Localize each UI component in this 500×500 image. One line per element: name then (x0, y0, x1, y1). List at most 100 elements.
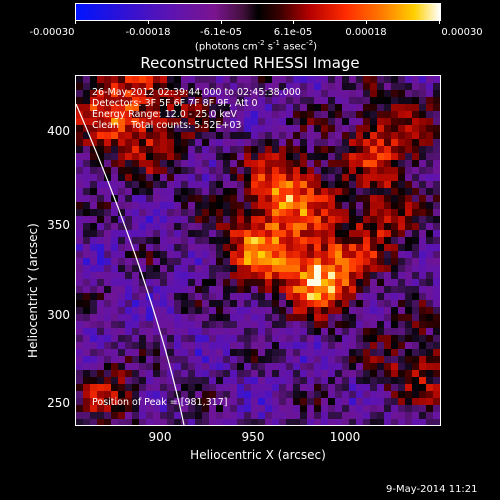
image-pixel (76, 398, 84, 406)
image-pixel (132, 195, 140, 203)
image-pixel (188, 328, 196, 336)
image-pixel (293, 90, 301, 98)
image-pixel (111, 314, 119, 322)
image-pixel (174, 349, 182, 357)
image-pixel (153, 349, 161, 357)
image-pixel (398, 321, 406, 329)
image-pixel (202, 377, 210, 385)
image-pixel (97, 97, 105, 105)
image-pixel (286, 125, 294, 133)
image-pixel (160, 188, 168, 196)
image-pixel (293, 279, 301, 287)
image-pixel (90, 321, 98, 329)
image-pixel (265, 398, 273, 406)
image-pixel (83, 146, 91, 154)
image-pixel (405, 83, 413, 91)
image-pixel (132, 76, 140, 84)
image-pixel (363, 167, 371, 175)
image-pixel (195, 405, 203, 413)
image-pixel (349, 349, 357, 357)
image-pixel (342, 160, 350, 168)
image-pixel (111, 377, 119, 385)
image-pixel (167, 76, 175, 84)
image-pixel (370, 314, 378, 322)
image-pixel (426, 83, 434, 91)
image-pixel (90, 370, 98, 378)
image-pixel (174, 370, 182, 378)
image-pixel (314, 314, 322, 322)
image-pixel (384, 153, 392, 161)
image-pixel (307, 90, 315, 98)
image-pixel (139, 153, 147, 161)
image-pixel (230, 265, 238, 273)
image-pixel (363, 244, 371, 252)
image-pixel (174, 314, 182, 322)
image-pixel (272, 391, 280, 399)
image-pixel (349, 370, 357, 378)
image-pixel (356, 370, 364, 378)
image-pixel (188, 125, 196, 133)
image-pixel (237, 90, 245, 98)
image-pixel (363, 195, 371, 203)
image-pixel (321, 174, 329, 182)
image-pixel (251, 104, 259, 112)
image-pixel (251, 76, 259, 84)
image-pixel (139, 188, 147, 196)
image-pixel (209, 272, 217, 280)
image-pixel (356, 279, 364, 287)
image-pixel (230, 356, 238, 364)
image-pixel (188, 167, 196, 175)
image-pixel (370, 153, 378, 161)
image-pixel (167, 132, 175, 140)
image-pixel (237, 370, 245, 378)
image-pixel (335, 146, 343, 154)
image-pixel (167, 307, 175, 315)
image-pixel (174, 202, 182, 210)
image-pixel (412, 83, 420, 91)
image-pixel (209, 167, 217, 175)
image-pixel (244, 342, 252, 350)
image-pixel (188, 195, 196, 203)
image-pixel (412, 405, 420, 413)
image-pixel (307, 370, 315, 378)
image-pixel (181, 223, 189, 231)
image-pixel (181, 272, 189, 280)
image-pixel (244, 104, 252, 112)
image-pixel (328, 307, 336, 315)
image-pixel (132, 97, 140, 105)
image-pixel (307, 223, 315, 231)
image-pixel (111, 307, 119, 315)
image-pixel (258, 209, 266, 217)
image-pixel (111, 76, 119, 84)
image-pixel (132, 188, 140, 196)
image-pixel (391, 132, 399, 140)
image-pixel (118, 83, 126, 91)
image-pixel (76, 356, 84, 364)
image-pixel (202, 90, 210, 98)
image-pixel (356, 174, 364, 182)
image-pixel (384, 251, 392, 259)
image-pixel (433, 377, 440, 385)
image-pixel (83, 104, 91, 112)
image-pixel (244, 405, 252, 413)
image-pixel (167, 349, 175, 357)
image-pixel (321, 370, 329, 378)
image-pixel (83, 384, 91, 392)
image-pixel (153, 272, 161, 280)
image-pixel (230, 76, 238, 84)
image-pixel (153, 419, 161, 425)
image-pixel (391, 377, 399, 385)
image-pixel (202, 153, 210, 161)
image-pixel (265, 279, 273, 287)
image-pixel (160, 230, 168, 238)
image-pixel (237, 188, 245, 196)
image-pixel (160, 202, 168, 210)
image-pixel (321, 188, 329, 196)
image-pixel (321, 286, 329, 294)
image-pixel (279, 125, 287, 133)
image-pixel (251, 328, 259, 336)
image-pixel (111, 139, 119, 147)
image-pixel (419, 202, 427, 210)
image-pixel (286, 209, 294, 217)
image-pixel (195, 335, 203, 343)
